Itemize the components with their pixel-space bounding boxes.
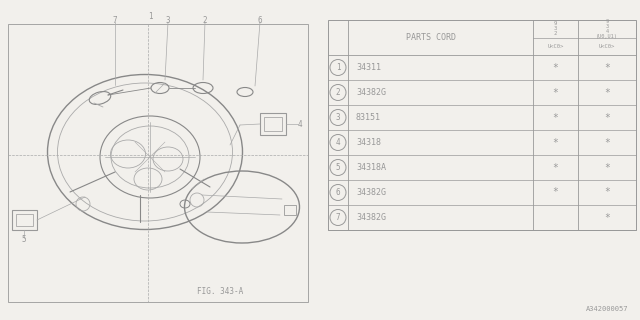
Text: FIG. 343-A: FIG. 343-A <box>197 287 243 297</box>
Text: *: * <box>604 138 610 148</box>
Text: 83151: 83151 <box>356 113 381 122</box>
Text: 6: 6 <box>336 188 340 197</box>
Text: 7: 7 <box>336 213 340 222</box>
Text: *: * <box>552 87 559 98</box>
Text: 6: 6 <box>258 15 262 25</box>
Text: *: * <box>552 188 559 197</box>
Bar <box>328 20 636 230</box>
Text: 2: 2 <box>203 15 207 25</box>
Text: *: * <box>604 163 610 172</box>
Text: 34311: 34311 <box>356 63 381 72</box>
Text: 34382G: 34382G <box>356 213 386 222</box>
Text: *: * <box>552 62 559 73</box>
Bar <box>12 210 37 230</box>
Text: *: * <box>604 212 610 222</box>
Text: U<C0>: U<C0> <box>547 44 564 49</box>
Text: 3: 3 <box>166 15 170 25</box>
Text: *: * <box>604 62 610 73</box>
Text: 34318: 34318 <box>356 138 381 147</box>
Text: 3: 3 <box>336 113 340 122</box>
Bar <box>264 117 282 131</box>
Text: 5: 5 <box>336 163 340 172</box>
Text: 4: 4 <box>298 119 302 129</box>
Text: 4: 4 <box>336 138 340 147</box>
Text: A342000057: A342000057 <box>586 306 628 312</box>
Text: PARTS CORD: PARTS CORD <box>406 33 456 42</box>
Text: *: * <box>552 163 559 172</box>
Text: 1: 1 <box>336 63 340 72</box>
Text: 7: 7 <box>113 15 117 25</box>
Bar <box>284 205 296 215</box>
Text: 1: 1 <box>148 12 152 20</box>
Text: U<C0>: U<C0> <box>599 44 615 49</box>
Text: 34318A: 34318A <box>356 163 386 172</box>
Bar <box>16 214 33 226</box>
Text: 2: 2 <box>336 88 340 97</box>
Text: *: * <box>552 138 559 148</box>
Text: 5: 5 <box>22 236 26 244</box>
Text: *: * <box>552 113 559 123</box>
Text: 9
3
2: 9 3 2 <box>554 21 557 36</box>
Text: 34382G: 34382G <box>356 88 386 97</box>
Bar <box>260 113 286 135</box>
Text: 34382G: 34382G <box>356 188 386 197</box>
Text: *: * <box>604 87 610 98</box>
Text: 9
3
4
(U0,U1): 9 3 4 (U0,U1) <box>596 19 618 39</box>
Text: *: * <box>604 113 610 123</box>
Text: *: * <box>604 188 610 197</box>
Bar <box>8 24 308 302</box>
